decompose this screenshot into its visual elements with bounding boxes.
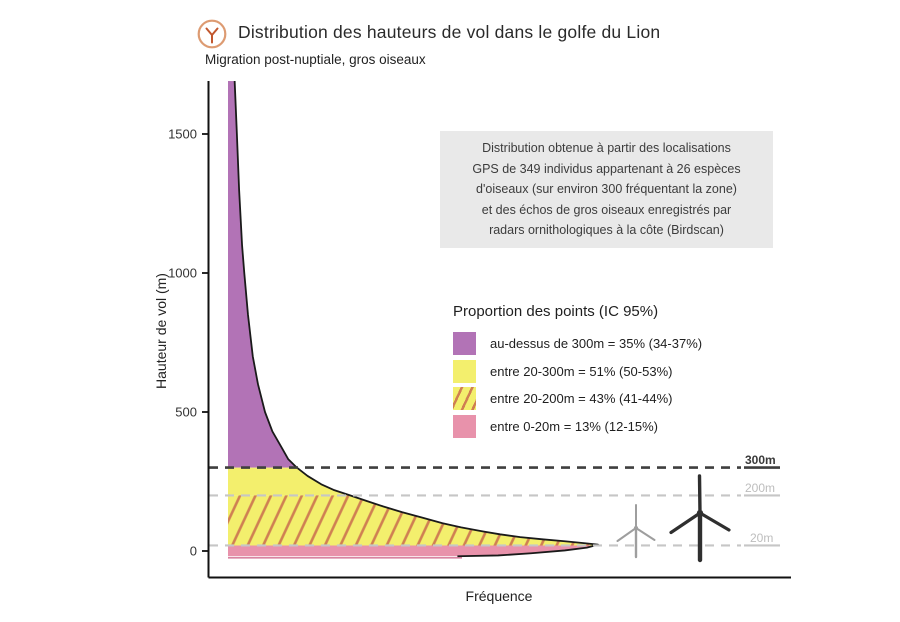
legend-item-2: entre 20-300m = 51% (50-53%) (453, 359, 702, 383)
reference-label-20m: 20m (750, 531, 773, 545)
reference-lines: 300m 200m 20m (209, 453, 780, 547)
note-line-1: Distribution obtenue à partir des locali… (482, 141, 731, 155)
bird-logo-icon (197, 19, 227, 49)
y-axis-label: Hauteur de vol (m) (153, 273, 169, 389)
reference-label-200m: 200m (745, 481, 775, 495)
legend-title: Proportion des points (IC 95%) (453, 303, 659, 320)
y-axis-ticks: 0 500 1000 1500 (168, 127, 209, 559)
legend-item-label: entre 0-20m = 13% (12-15%) (490, 418, 659, 434)
legend-item-label: entre 20-200m = 43% (41-44%) (490, 391, 673, 406)
y-tick-label-1000: 1000 (168, 266, 197, 281)
legend-swatch-yellow (453, 359, 476, 383)
axis-lines (207, 81, 791, 579)
y-tick-label-1500: 1500 (168, 127, 197, 142)
wind-turbine-small-icon (616, 504, 656, 559)
note-line-3: d'oiseaux (sur environ 300 fréquentant l… (476, 182, 737, 196)
note-line-2: GPS de 349 individus appartenant à 26 es… (472, 161, 741, 176)
density-area (228, 80, 599, 559)
note-line-5: radars ornithologiques à la côte (Birdsc… (489, 223, 724, 237)
note-line-4: et des échos de gros oiseaux enregistrés… (481, 202, 732, 217)
legend: Proportion des points (IC 95%) au-dessus… (453, 303, 702, 442)
legend-item-4: entre 0-20m = 13% (12-15%) (453, 414, 702, 438)
legend-swatch-hatch (453, 387, 476, 410)
chart-subtitle: Migration post-nuptiale, gros oiseaux (205, 52, 426, 67)
reference-label-300m: 300m (745, 453, 776, 467)
page-title: Distribution des hauteurs de vol dans le… (238, 22, 661, 42)
density-outline (233, 80, 599, 558)
legend-item-1: au-dessus de 300m = 35% (34-37%) (453, 332, 702, 355)
y-tick-label-500: 500 (175, 405, 197, 420)
x-axis-label: Fréquence (466, 588, 533, 604)
methodology-note-box: Distribution obtenue à partir des locali… (440, 131, 773, 248)
legend-swatch-purple (453, 332, 476, 355)
wind-turbine-large-icon (669, 474, 731, 563)
legend-item-label: au-dessus de 300m = 35% (34-37%) (490, 336, 703, 351)
legend-item-3: entre 20-200m = 43% (41-44%) (453, 387, 702, 410)
y-tick-label-0: 0 (190, 544, 197, 559)
legend-swatch-pink (453, 414, 476, 438)
legend-item-label: entre 20-300m = 51% (50-53%) (490, 363, 673, 379)
